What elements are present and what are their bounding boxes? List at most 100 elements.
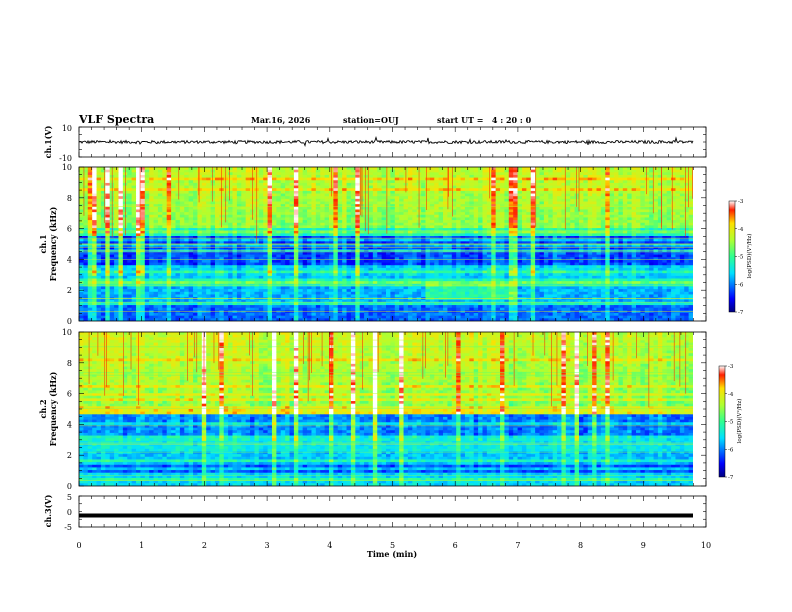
spectrogram-cell <box>513 206 518 210</box>
spectrogram-cell <box>127 225 133 229</box>
spectrogram-cell <box>386 241 391 245</box>
spectrogram-cell <box>443 196 448 200</box>
spectrogram-cell <box>333 236 339 240</box>
spectrogram-cell <box>188 190 194 194</box>
spectrogram-cell <box>451 204 457 208</box>
spectrogram-cell <box>197 230 203 234</box>
spectrogram-cell <box>131 241 137 245</box>
spectrogram-cell <box>324 177 330 181</box>
spectrogram-cell <box>333 174 339 179</box>
spectrogram-cell <box>407 217 413 221</box>
spectrogram-cell <box>390 212 396 216</box>
spectrogram-cell <box>276 198 282 202</box>
spectrogram-cell <box>592 182 597 186</box>
spectrogram-cell <box>188 169 194 173</box>
spectrogram-cell <box>394 212 400 216</box>
spectrogram-cell <box>421 201 426 205</box>
spectrogram-cell <box>153 180 159 184</box>
spectrogram-cell <box>390 257 396 261</box>
spectrogram-cell <box>381 214 387 218</box>
spectrogram-cell <box>333 196 339 200</box>
spectrogram-cell <box>131 212 137 216</box>
spectrogram-cell <box>451 167 457 171</box>
spectrogram-cell <box>127 188 133 192</box>
spectrogram-cell <box>618 182 624 186</box>
spectrogram-cell <box>166 198 172 202</box>
spectrogram-cell <box>666 236 672 240</box>
spectrogram-cell <box>166 204 172 208</box>
spectrogram-cell <box>149 198 154 202</box>
spectrogram-cell <box>381 222 387 226</box>
spectrogram-cell <box>381 254 387 258</box>
spectrogram-cell <box>245 230 251 234</box>
spectrogram-cell <box>298 220 304 224</box>
spectrogram-cell <box>434 254 440 258</box>
spectrogram-cell <box>653 198 659 202</box>
spectrogram-cell <box>258 206 264 210</box>
spectrogram-cell <box>543 185 549 189</box>
spectrogram-cell <box>381 190 387 194</box>
spectrogram-cell <box>649 228 654 232</box>
spectrogram-cell <box>298 241 304 245</box>
spectrogram-cell <box>337 177 343 181</box>
spectrogram-cell <box>372 174 378 179</box>
spectrogram-cell <box>114 244 119 248</box>
spectrogram-cell <box>539 193 545 197</box>
spectrogram-cell <box>543 167 549 171</box>
spectrogram-cell <box>464 196 470 200</box>
spectrogram-cell <box>381 196 387 200</box>
spectrogram-cell <box>372 204 378 208</box>
spectrogram-cell <box>600 196 606 200</box>
spectrogram-cell <box>258 222 264 226</box>
spectrogram-cell <box>469 196 475 200</box>
spectrogram-cell <box>100 230 106 234</box>
spectrogram-cell <box>399 185 404 189</box>
spectrogram-cell <box>399 225 404 229</box>
spectrogram-cell <box>276 236 282 240</box>
spectrogram-cell <box>223 209 229 213</box>
spectrogram-cell <box>587 190 593 194</box>
spectrogram-cell <box>464 204 470 208</box>
spectrogram-cell <box>390 172 396 176</box>
spectrogram-cell <box>482 167 488 171</box>
spectrogram-cell <box>346 225 352 229</box>
spectrogram-cell <box>184 169 190 173</box>
spectrogram-cell <box>118 217 124 221</box>
spectrogram-cell <box>175 244 181 248</box>
spectrogram-cell <box>429 206 435 210</box>
spectrogram-cell <box>320 193 325 197</box>
spectrogram-cell <box>684 246 690 250</box>
spectrogram-cell <box>386 209 391 213</box>
spectrogram-cell <box>377 230 383 234</box>
spectrogram-cell <box>79 238 84 242</box>
spectrogram-cell <box>399 180 404 184</box>
spectrogram-cell <box>350 193 356 197</box>
spectrogram-cell <box>447 214 453 218</box>
spectrogram-cell <box>675 233 681 237</box>
spectrogram-cell <box>679 182 685 186</box>
spectrogram-cell <box>495 196 501 200</box>
spectrogram-cell <box>482 177 488 181</box>
spectrogram-cell <box>521 185 527 189</box>
spectrogram-cell <box>355 177 361 181</box>
spectrogram-cell <box>140 244 146 248</box>
spectrogram-cell <box>421 236 426 240</box>
spectrogram-cell <box>311 193 317 197</box>
spectrogram-cell <box>355 254 361 258</box>
spectrogram-cell <box>144 193 150 197</box>
spectrogram-cell <box>618 198 624 202</box>
spectrogram-cell <box>364 222 369 226</box>
spectrogram-cell <box>535 185 540 189</box>
spectrogram-cell <box>565 254 571 258</box>
spectrogram-cell <box>377 185 383 189</box>
spectrogram-cell <box>87 196 93 200</box>
spectrogram-cell <box>263 188 268 192</box>
spectrogram-cell <box>561 172 567 176</box>
spectrogram-cell <box>210 182 216 186</box>
spectrogram-cell <box>307 190 312 194</box>
spectrogram-cell <box>438 244 444 248</box>
spectrogram-cell <box>188 236 194 240</box>
spectrogram-cell <box>276 185 282 189</box>
spectrogram-cell <box>188 217 194 221</box>
spectrogram-cell <box>96 209 102 213</box>
